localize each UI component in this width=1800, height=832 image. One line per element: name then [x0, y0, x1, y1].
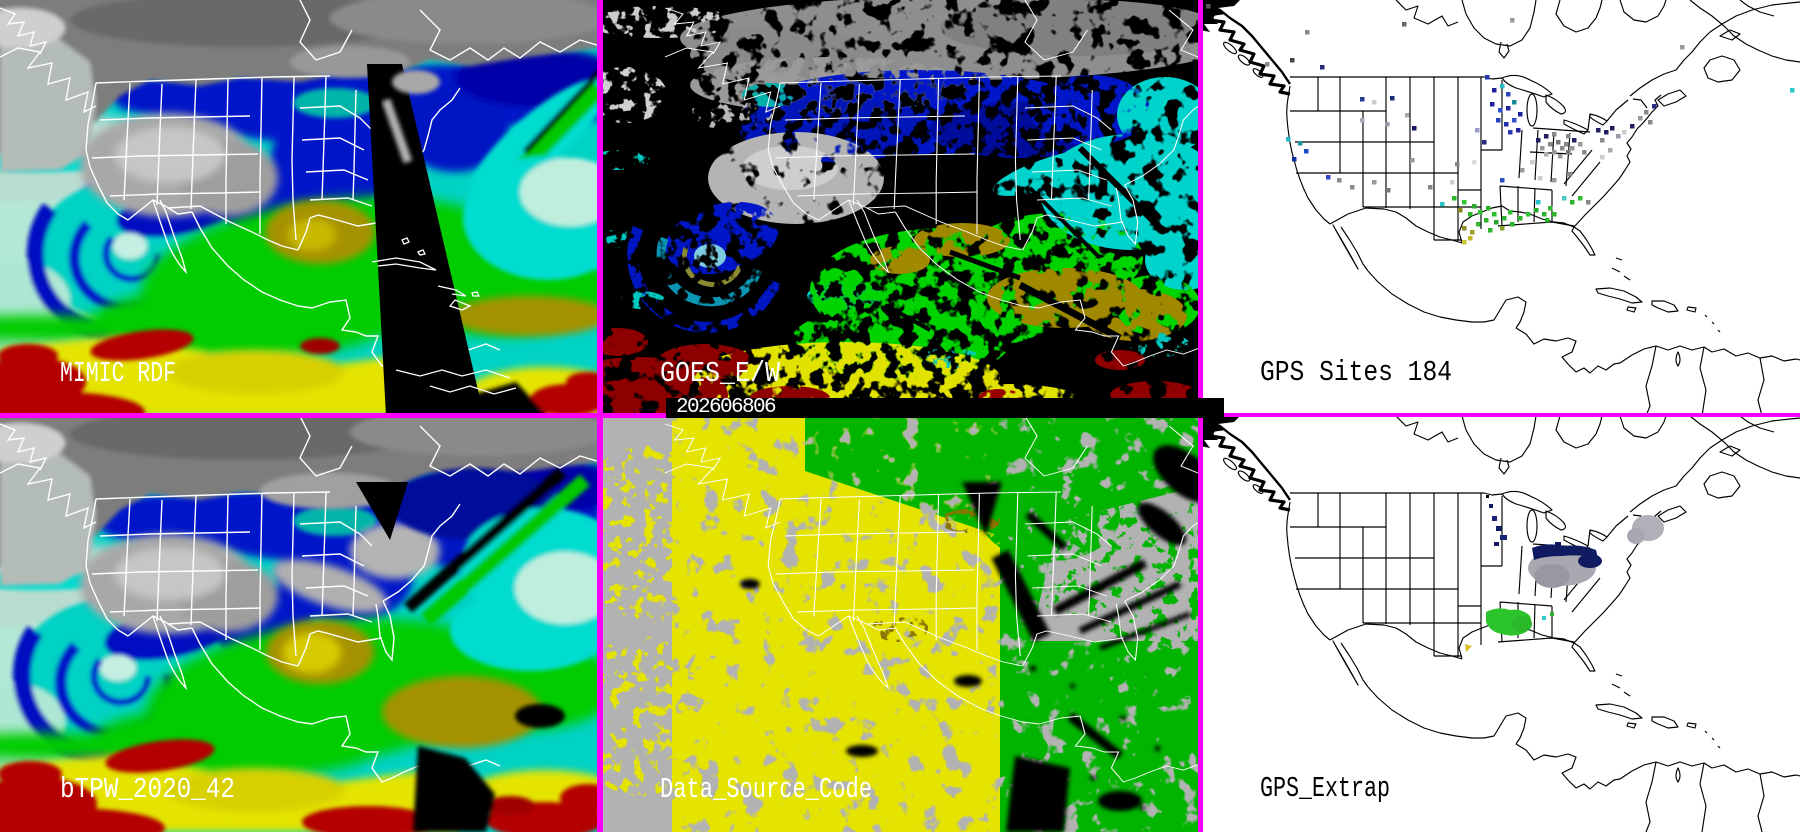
- svg-text:bTPW_2020_42: bTPW_2020_42: [60, 773, 235, 806]
- svg-text:GPS_Extrap: GPS_Extrap: [1260, 772, 1390, 805]
- svg-text:GPS Sites 184: GPS Sites 184: [1260, 356, 1452, 389]
- svg-text:MIMIC RDF: MIMIC RDF: [60, 357, 176, 390]
- svg-text:GOES_E/W: GOES_E/W: [660, 357, 781, 390]
- svg-text:Data_Source_Code: Data_Source_Code: [660, 773, 872, 806]
